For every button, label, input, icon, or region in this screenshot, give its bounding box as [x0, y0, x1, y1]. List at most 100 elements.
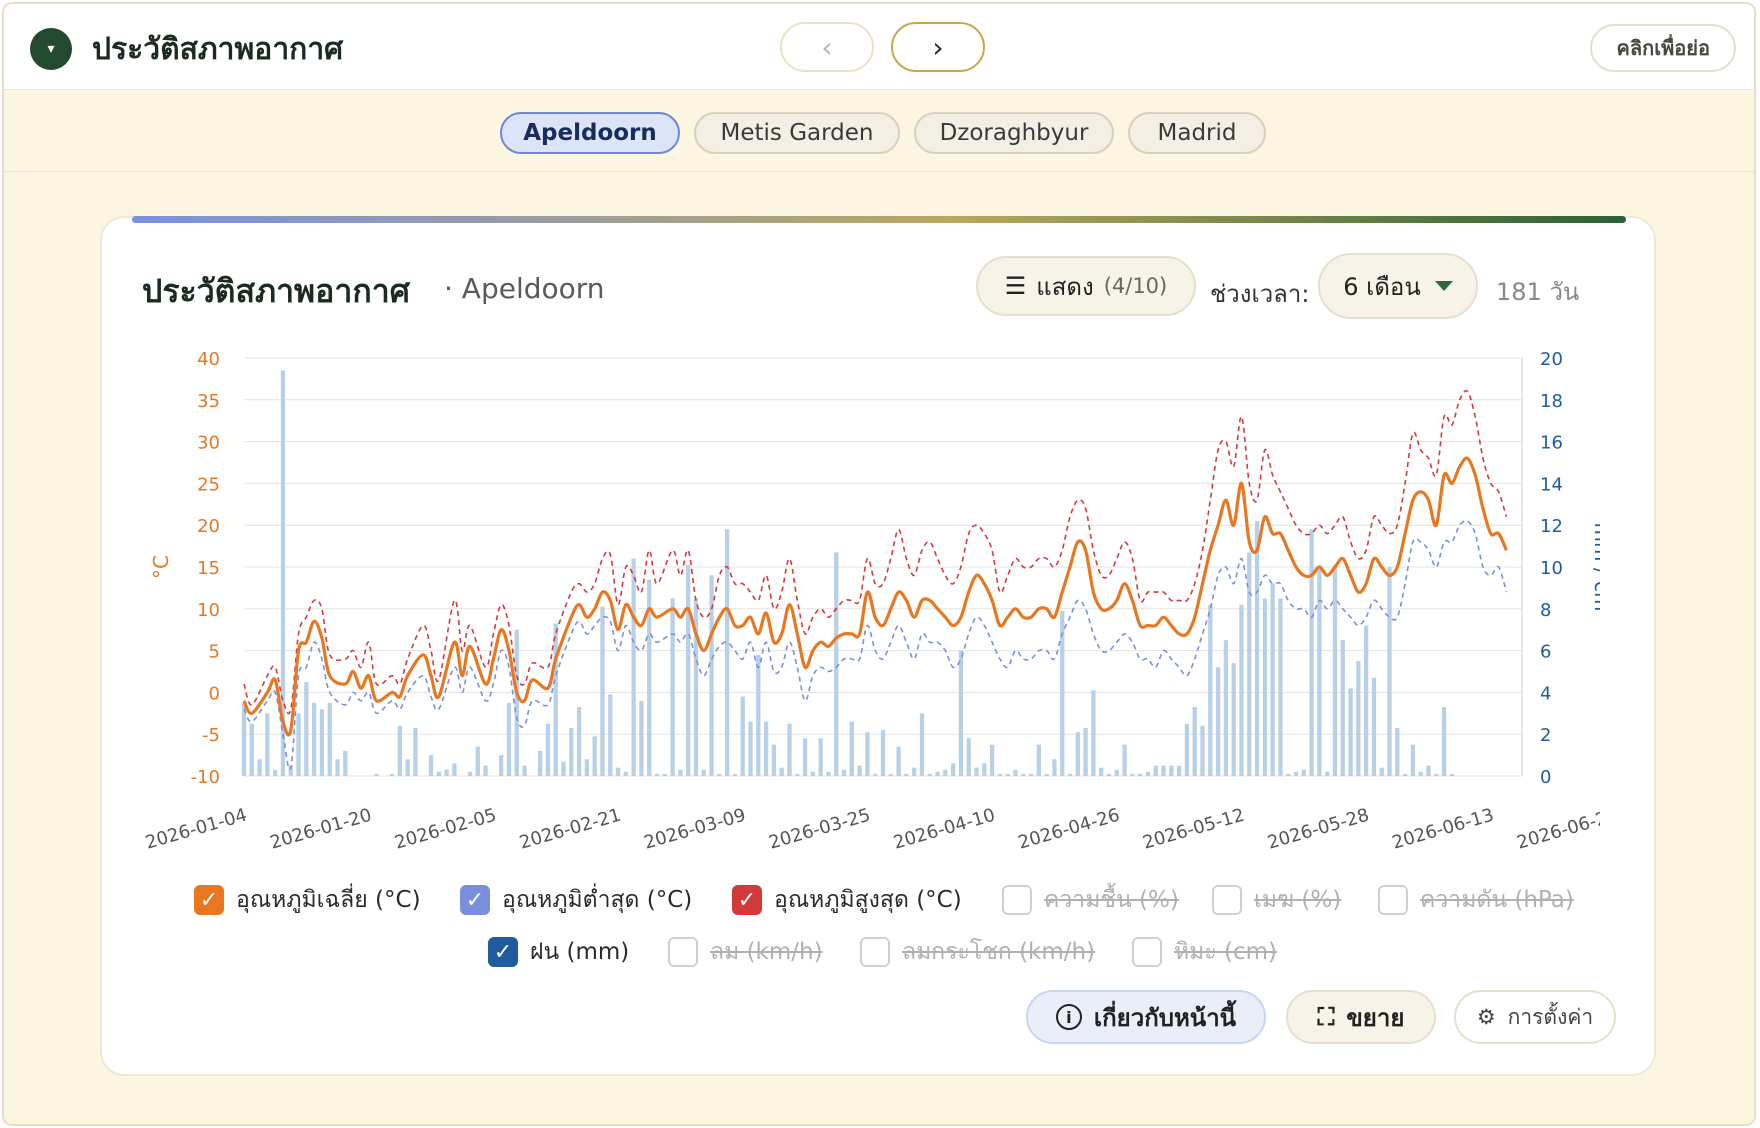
legend-cloud[interactable]: เมฆ (%): [1212, 882, 1341, 918]
rain-bar: [771, 744, 777, 776]
show-series-button[interactable]: ☰ แสดง (4/10): [976, 256, 1196, 316]
rain-bar: [405, 759, 410, 776]
rain-bar: [849, 721, 854, 776]
tab-dzoraghbyur[interactable]: Dzoraghbyur: [914, 112, 1114, 154]
rain-bar: [257, 759, 262, 776]
rain-bar: [428, 755, 434, 776]
info-icon: i: [1055, 1004, 1082, 1030]
avg-temp-line: [242, 456, 1508, 737]
rain-bar: [1247, 552, 1252, 776]
rain-bar: [654, 773, 660, 776]
legend-wind[interactable]: ลม (km/h): [668, 934, 823, 970]
legend-label: อุณหภูมิเฉลี่ย (°C): [236, 887, 421, 913]
next-button[interactable]: ›: [891, 22, 985, 72]
rain-bar: [584, 759, 590, 776]
rain-bar: [319, 709, 325, 776]
rain-bar: [709, 575, 714, 776]
rain-bar: [467, 771, 473, 776]
range-select[interactable]: 6 เดือน: [1318, 253, 1478, 319]
y-right-tick-label: 14: [1540, 474, 1563, 495]
checkbox-icon[interactable]: [1212, 885, 1242, 915]
rain-bar: [857, 765, 862, 776]
y-right-tick-label: 2: [1540, 725, 1551, 746]
legend-avg-temp[interactable]: ✓ อุณหภูมิเฉลี่ย (°C): [194, 882, 421, 918]
tab-apeldoorn[interactable]: Apeldoorn: [500, 112, 680, 154]
legend-label: เมฆ (%): [1254, 887, 1342, 913]
rain-bar: [311, 702, 317, 776]
y-left-axis-label: °C: [149, 555, 173, 579]
legend-pressure[interactable]: ความดัน (hPa): [1378, 882, 1574, 918]
y-right-tick-label: 10: [1540, 558, 1563, 579]
rain-bar: [1083, 727, 1088, 776]
rain-bar: [1169, 765, 1174, 776]
rain-bar: [1270, 583, 1275, 776]
checkbox-icon[interactable]: [1002, 885, 1032, 915]
rain-bar: [919, 713, 925, 776]
rain-bar: [1340, 640, 1345, 776]
checkbox-icon[interactable]: [1378, 885, 1408, 915]
rain-bar: [1091, 690, 1096, 776]
rain-bar: [483, 765, 488, 776]
max-temp-line: [243, 389, 1508, 715]
rain-bar: [600, 606, 605, 776]
legend-label: ความชื้น (%): [1044, 887, 1179, 913]
rain-bar: [950, 763, 956, 776]
rain-bar: [997, 773, 1003, 776]
rain-bar: [1410, 744, 1416, 776]
checkbox-icon[interactable]: [668, 937, 698, 967]
legend-humidity[interactable]: ความชื้น (%): [1002, 882, 1179, 918]
card-accent-bar: [132, 216, 1626, 223]
legend-max-temp[interactable]: ✓ อุณหภูมิสูงสุด (°C): [732, 882, 962, 918]
rain-bar: [514, 629, 519, 776]
rain-bar: [1138, 773, 1143, 776]
expand-button[interactable]: ⛶ ขยาย: [1286, 990, 1436, 1044]
legend-min-temp[interactable]: ✓ อุณหภูมิต่ำสุด (°C): [460, 882, 692, 918]
rain-bar: [1028, 773, 1034, 776]
rain-bar: [1036, 744, 1041, 776]
checkbox-icon[interactable]: ✓: [460, 885, 490, 915]
minimize-button[interactable]: คลิกเพื่อย่อ: [1590, 24, 1736, 72]
checkbox-icon[interactable]: ✓: [194, 885, 224, 915]
rain-bar: [304, 681, 309, 776]
rain-bar: [1161, 765, 1166, 776]
rain-bar: [1418, 771, 1423, 776]
rain-bar: [569, 727, 574, 776]
checkbox-icon[interactable]: [1132, 937, 1162, 967]
y-left-tick-label: -10: [191, 767, 220, 788]
rain-bar: [1434, 773, 1439, 776]
legend-gust[interactable]: ลมกระโชก (km/h): [860, 934, 1095, 970]
rain-bar: [273, 769, 278, 776]
rain-bar: [989, 744, 995, 776]
rain-bar: [826, 771, 831, 776]
y-right-axis-label: mm / cm: [1590, 523, 1600, 612]
about-page-button[interactable]: i เกี่ยวกับหน้านี้: [1026, 990, 1266, 1044]
rain-bar: [553, 623, 558, 776]
y-left-tick-label: 10: [197, 600, 220, 621]
previous-button[interactable]: ‹: [780, 22, 874, 72]
rain-bar: [725, 529, 730, 776]
checkbox-icon[interactable]: ✓: [488, 937, 518, 967]
rain-bar: [1044, 773, 1049, 776]
tab-metis-garden[interactable]: Metis Garden: [694, 112, 900, 154]
settings-button[interactable]: ⚙ การตั้งค่า: [1454, 990, 1616, 1044]
legend-snow[interactable]: หิมะ (cm): [1132, 934, 1277, 970]
rain-bar: [1325, 771, 1330, 776]
rain-bar: [1005, 773, 1010, 776]
rain-bar: [522, 765, 527, 776]
rain-bar: [576, 707, 582, 776]
checkbox-icon[interactable]: [860, 937, 890, 967]
x-tick-label: 2026-04-26: [1016, 805, 1122, 854]
rain-bar: [1364, 625, 1369, 776]
rain-bar: [1200, 725, 1205, 776]
legend-rain[interactable]: ✓ ฝน (mm): [488, 934, 629, 970]
rain-bar: [896, 746, 901, 776]
rain-bar: [982, 763, 987, 776]
rain-bar: [1153, 765, 1158, 776]
x-tick-label: 2026-02-21: [517, 805, 623, 854]
rain-bar: [1231, 663, 1236, 776]
checkbox-icon[interactable]: ✓: [732, 885, 762, 915]
rain-bar: [1130, 773, 1135, 776]
collapse-toggle-icon[interactable]: ▾: [30, 28, 72, 70]
tab-madrid[interactable]: Madrid: [1128, 112, 1266, 154]
rain-bar: [413, 727, 418, 776]
